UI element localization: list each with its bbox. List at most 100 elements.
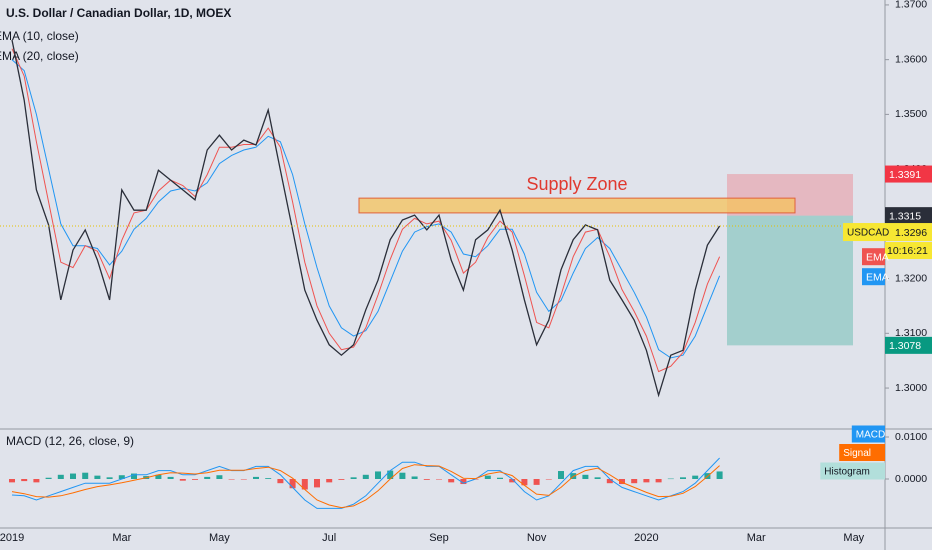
x-tick-label: May [209,532,230,544]
histogram-bar [387,470,394,479]
y-tick-label: 1.3700 [895,0,927,11]
histogram-bar [228,479,235,480]
chart-title: U.S. Dollar / Canadian Dollar, 1D, MOEX [6,6,231,20]
x-tick-label: May [843,532,864,544]
legend-entry: EMA (10, close) [0,29,79,43]
histogram-bar [497,477,503,479]
histogram-bar [131,473,137,479]
target-zone [727,215,853,346]
ema-line [11,59,721,359]
last-price-tag-bg [843,223,932,242]
entry-tag: 1.3315 [889,210,921,222]
histogram-bar [301,479,308,490]
legend-entry: EMA (20, close) [0,49,79,63]
histogram-bar [106,477,113,479]
histogram-bar [375,471,381,479]
histogram-bar [45,477,52,479]
series-tag-bg [851,425,885,443]
histogram-bar [9,479,15,483]
histogram-bar [240,479,247,480]
histogram-bar [33,479,40,483]
histogram-bar [253,476,259,479]
ema-tag: EMA [866,251,889,263]
ema-line [11,48,721,373]
histogram-bar [655,479,662,483]
histogram-bar [70,473,76,479]
histogram-bar [179,479,186,481]
x-tick-label: Mar [747,532,766,544]
histogram-bar [362,474,369,479]
countdown-bg [885,242,932,260]
macd-title: MACD (12, 26, close, 9) [6,434,134,448]
x-tick-label: Jul [322,532,336,544]
series-name: USDCAD [847,228,889,239]
histogram-bar [265,478,272,479]
histogram-bar [521,479,528,486]
series-tag-bg [839,444,885,461]
histogram-bar [118,475,125,479]
histogram-bar [460,479,467,485]
histogram-bar [680,477,686,479]
histogram-bar [509,479,516,483]
y-tick-label: 0.0100 [895,431,927,443]
histogram-bar [399,472,406,479]
histogram-bar [484,475,491,479]
histogram-bar [167,476,174,479]
histogram-bar [411,476,418,479]
histogram-bar [216,475,223,479]
series-tag: MACD [856,430,885,441]
ema-tag-bg [862,248,885,266]
histogram-bar [631,479,638,484]
histogram-bar [326,479,333,483]
target-tag-bg [885,336,932,354]
histogram-bar [545,479,552,480]
macd-line [11,464,720,509]
entry-tag-bg [885,207,932,225]
y-tick-label: 1.3100 [895,327,927,339]
histogram-bar [582,474,589,479]
histogram-bar [533,479,540,485]
y-tick-label: 1.3200 [895,272,927,284]
countdown: 10:16:21 [887,245,928,257]
histogram-bar [94,475,101,479]
histogram-bar [716,471,723,479]
stop-tag-bg [885,165,932,183]
histogram-bar [314,479,320,488]
x-tick-label: Mar [112,532,131,544]
x-tick-label: 2019 [0,532,24,544]
histogram-bar [82,472,89,479]
series-tag-bg [820,462,885,480]
histogram-bar [667,478,674,480]
histogram-bar [204,476,211,479]
histogram-bar [155,474,162,479]
x-tick-label: 2020 [634,532,658,544]
price-line [11,39,721,398]
histogram-bar [192,479,198,480]
last-price: 1.3296 [895,227,927,239]
histogram-bar [423,479,430,480]
histogram-bar [558,471,564,479]
histogram-bar [21,479,28,482]
x-tick-label: Sep [429,532,449,544]
y-tick-label: 0.0000 [895,473,927,485]
histogram-bar [436,479,442,480]
supply-zone [358,197,796,214]
x-tick-label: Nov [527,532,547,544]
histogram-bar [606,479,613,484]
ema-tag-bg [862,268,885,286]
histogram-bar [448,479,455,483]
histogram-bar [619,479,625,485]
series-tag: Signal [843,448,871,459]
histogram-bar [643,479,650,483]
histogram-bar [692,475,699,479]
histogram-bar [338,479,345,480]
histogram-bar [350,477,357,479]
stop-tag: 1.3391 [889,169,921,181]
histogram-bar [57,474,64,479]
ema-tag: EMA [866,271,889,283]
histogram-bar [277,479,284,484]
y-tick-label: 1.3000 [895,382,927,394]
